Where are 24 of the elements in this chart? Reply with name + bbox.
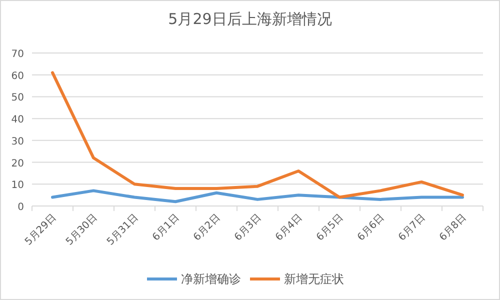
- y-tick-label: 40: [11, 114, 24, 126]
- legend-label: 净新增确诊: [181, 272, 241, 286]
- x-tick-label: 6月5日: [314, 212, 346, 244]
- x-tick-label: 6月6日: [356, 212, 387, 244]
- legend-label: 新增无症状: [284, 272, 344, 286]
- x-tick-label: 5月31日: [105, 212, 141, 248]
- x-tick-label: 6月2日: [192, 212, 223, 244]
- y-tick-label: 10: [11, 180, 24, 192]
- x-tick-label: 6月1日: [150, 212, 182, 244]
- x-tick-label: 6月8日: [438, 212, 469, 244]
- y-tick-label: 30: [11, 136, 24, 148]
- y-tick-label: 60: [11, 70, 24, 82]
- y-tick-label: 20: [11, 158, 24, 170]
- x-tick-label: 6月4日: [274, 212, 305, 244]
- line-series: [51, 71, 464, 199]
- line-series: [51, 189, 464, 204]
- y-tick-label: 0: [18, 202, 24, 213]
- x-tick-label: 6月7日: [396, 212, 428, 244]
- x-tick-label: 5月30日: [64, 212, 100, 248]
- y-tick-label: 50: [11, 92, 24, 104]
- y-tick-label: 70: [11, 49, 24, 60]
- x-tick-label: 5月29日: [23, 212, 59, 248]
- chart-title: 5月29日后上海新增情况: [168, 10, 332, 28]
- x-tick-label: 6月3日: [232, 212, 264, 244]
